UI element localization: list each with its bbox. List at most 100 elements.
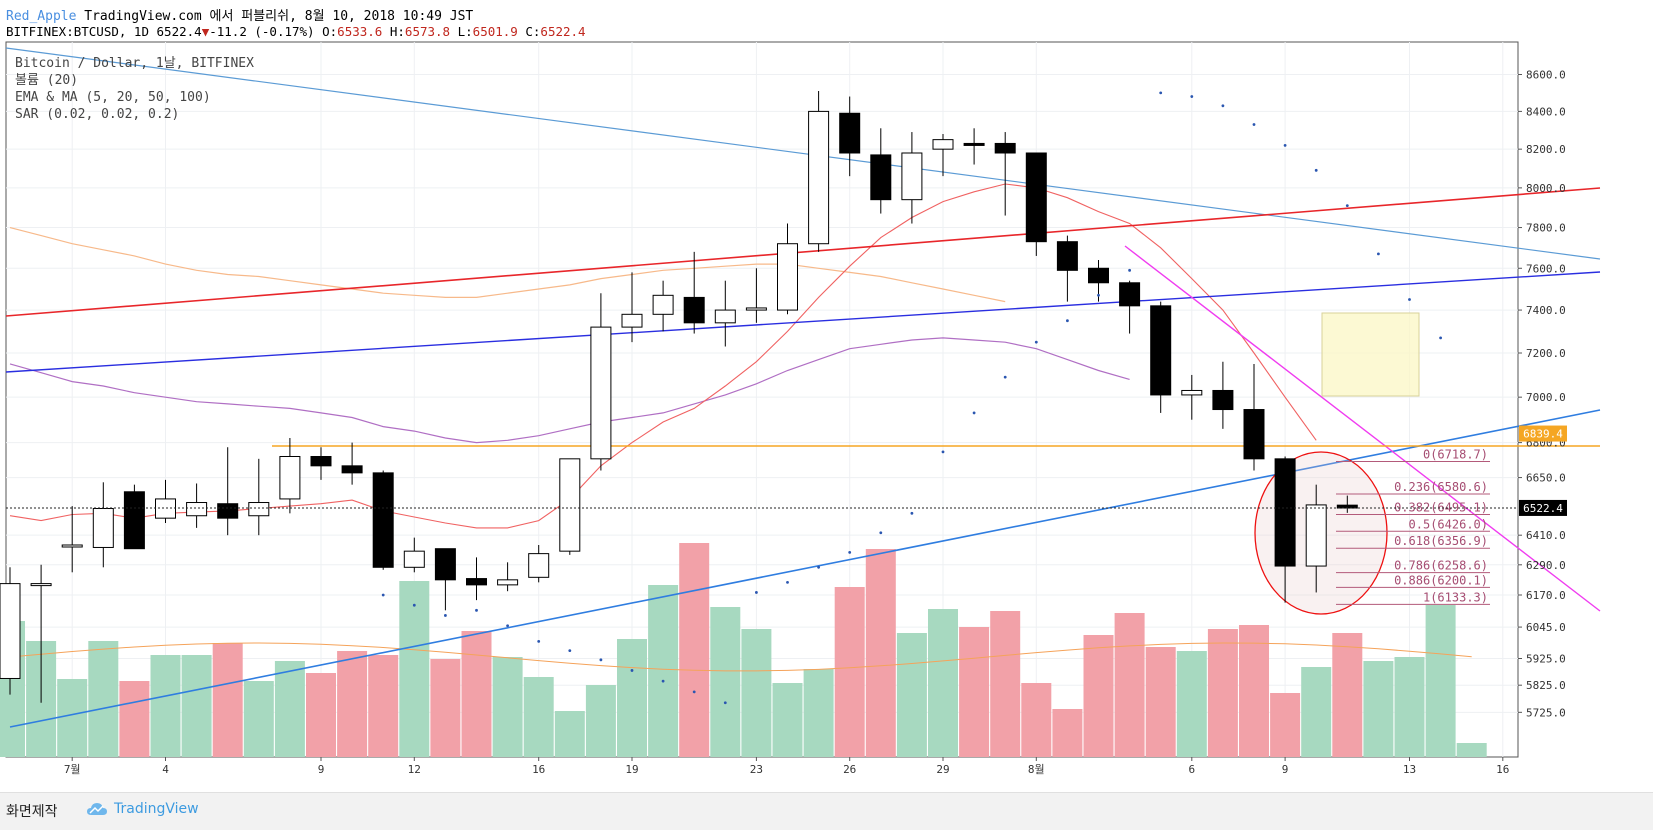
high-value: 6573.8 — [404, 24, 451, 39]
sar-dot — [723, 701, 727, 705]
volume-bar — [212, 643, 243, 757]
candle-body — [777, 243, 798, 311]
volume-bar — [88, 641, 119, 757]
symbol-label: BITFINEX:BTCUSD, 1D — [6, 24, 149, 39]
legend-volume: 볼륨 (20) — [15, 73, 78, 88]
candle-body — [186, 502, 208, 517]
candle-body — [30, 583, 52, 587]
volume-bar — [274, 661, 305, 757]
trend-drawings[interactable] — [5, 47, 1601, 728]
sar-dot — [1128, 268, 1131, 272]
price-tick-label: 8000.0 — [1526, 182, 1566, 195]
fib-retracement[interactable]: 0(6718.7) 0.236(6580.6) 0.382(6495.1) 0.5(6… — [1336, 447, 1490, 605]
candle-body — [621, 313, 643, 328]
trendline-magenta[interactable] — [1124, 245, 1601, 612]
axes: 8600.0 8400.0 8200.0 8000.0 7800.0 7600.0 7400… — [6, 69, 1567, 776]
sar-dot — [630, 669, 634, 672]
volume-bar — [1425, 605, 1456, 757]
candle-body — [839, 112, 861, 154]
cloud-logo-icon — [87, 803, 107, 815]
tradingview-brand[interactable]: TradingView — [86, 801, 199, 817]
candle-body — [1212, 389, 1234, 411]
volume-bar — [1145, 647, 1176, 757]
fib-label: 0.5(6426.0) — [1409, 517, 1488, 531]
sar-dot — [1314, 168, 1318, 172]
time-tick-label: 26 — [843, 763, 856, 776]
candle-body — [217, 503, 239, 519]
candle-body — [372, 472, 394, 568]
fib-label: 1(6133.3) — [1423, 590, 1488, 604]
candle-body — [123, 491, 145, 550]
time-tick-label: 16 — [1496, 763, 1509, 776]
time-tick-label: 6 — [1188, 763, 1195, 776]
candle-body — [434, 548, 456, 581]
sar-dot — [1097, 293, 1100, 297]
fib-label: 0(6718.7) — [1423, 447, 1488, 461]
volume-bar — [1456, 743, 1487, 757]
time-tick-label: 7월 — [64, 763, 81, 776]
candle-body — [92, 508, 114, 548]
change-value: -11.2 (-0.17%) — [209, 24, 315, 39]
sar-dot — [1159, 91, 1163, 95]
volume-ma-line — [9, 642, 1472, 672]
candle-body — [963, 142, 985, 146]
sar-dot — [1377, 252, 1380, 256]
time-tick-label: 13 — [1403, 763, 1416, 776]
volume-bar — [150, 655, 181, 757]
price-tick-label: 7000.0 — [1526, 391, 1566, 404]
candle-body — [683, 296, 705, 324]
fib-label: 0.886(6200.1) — [1394, 573, 1488, 587]
current-price-label: 6522.4 — [1523, 502, 1563, 515]
candle-body — [248, 502, 270, 517]
volume-bar — [1332, 633, 1363, 757]
sar-dot — [412, 603, 416, 607]
publish-info: TradingView.com 에서 퍼블리쉬, 8월 10, 2018 10:… — [84, 9, 474, 24]
volume-bar — [834, 587, 865, 757]
volume-bar — [368, 655, 399, 757]
volume-bar — [1176, 651, 1207, 757]
volume-bar — [1301, 667, 1332, 757]
candle-body — [1025, 152, 1047, 243]
author-name[interactable]: Red_Apple — [6, 9, 77, 24]
volume-bar — [492, 657, 523, 757]
trendline-dark-blue[interactable] — [5, 271, 1601, 373]
candle-body — [155, 498, 176, 519]
sar-dot — [1034, 340, 1038, 344]
sar-dot — [972, 411, 976, 415]
highlight-box[interactable] — [1321, 312, 1420, 397]
ohlc-header: BITFINEX:BTCUSD, 1D 6522.4▼-11.2 (-0.17%… — [6, 24, 586, 39]
sar-dot — [910, 511, 914, 515]
sar-dot — [1003, 375, 1007, 379]
down-triangle-icon: ▼ — [201, 24, 210, 39]
trendline-red[interactable] — [5, 187, 1601, 317]
sar-dot — [1190, 95, 1194, 98]
candle-body — [590, 326, 612, 460]
sar-dots — [381, 91, 1442, 705]
volume-bar — [1270, 693, 1301, 757]
last-price: 6522.4 — [156, 24, 202, 39]
volume-bar — [243, 681, 274, 757]
legend-ema-ma: EMA & MA (5, 20, 50, 100) — [15, 90, 211, 105]
ma-100-line — [9, 227, 1006, 303]
sar-dot — [1252, 123, 1256, 126]
candle-body — [714, 309, 736, 324]
volume-bars — [0, 543, 1487, 757]
candle-body — [1056, 241, 1078, 271]
brand-label: TradingView — [114, 801, 199, 817]
candle-body — [1243, 409, 1265, 460]
trendline-support-blue[interactable] — [9, 409, 1601, 728]
sar-dot — [817, 565, 820, 569]
price-tick-label: 7400.0 — [1526, 304, 1566, 317]
sar-dot — [1221, 104, 1225, 108]
sar-dot — [1283, 143, 1287, 147]
volume-bar — [741, 629, 772, 757]
price-chart[interactable]: 0(6718.7) 0.236(6580.6) 0.382(6495.1) 0.5(6… — [0, 0, 1653, 792]
candle-body — [310, 455, 332, 467]
sar-dot — [879, 531, 883, 535]
candle-body — [1088, 267, 1109, 284]
volume-bar — [181, 655, 212, 757]
open-label: O: — [322, 24, 338, 39]
time-tick-label: 9 — [318, 763, 325, 776]
trendline-light-blue[interactable] — [5, 47, 1601, 260]
volume-bar — [461, 631, 492, 757]
